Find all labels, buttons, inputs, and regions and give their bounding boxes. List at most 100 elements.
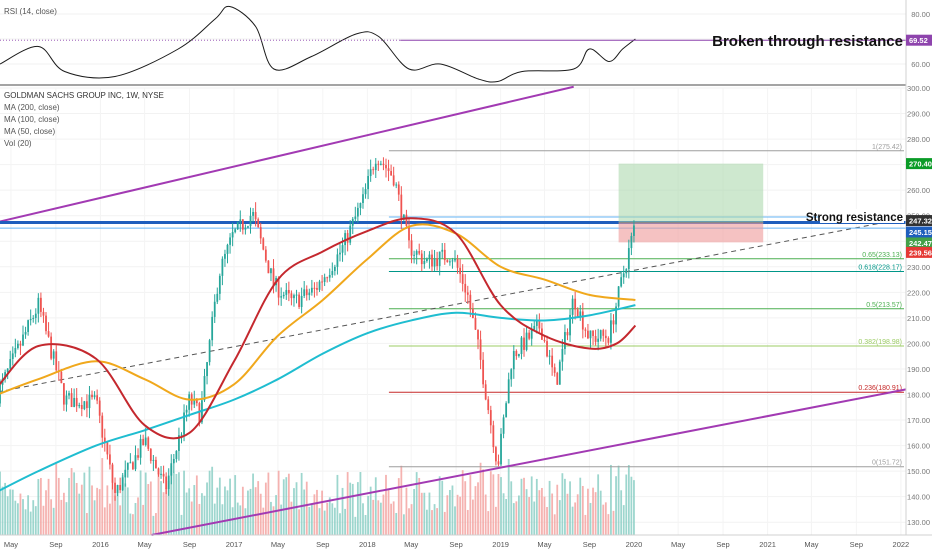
legend-volume[interactable]: Vol (20) — [4, 139, 32, 148]
candle-body — [612, 320, 615, 325]
volume-bar — [625, 474, 628, 535]
rsi-series — [0, 5, 906, 83]
candle-body — [37, 297, 40, 314]
volume-bar — [502, 493, 505, 535]
candle-body — [418, 251, 421, 254]
volume-bar — [413, 488, 416, 535]
candle-body — [587, 330, 589, 339]
candle-body — [456, 259, 459, 268]
candle-body — [449, 261, 451, 263]
candle-body — [420, 253, 423, 265]
volume-bar — [326, 502, 329, 535]
volume-bar — [188, 488, 191, 535]
volume-bar — [88, 466, 91, 535]
candle-body — [395, 184, 398, 186]
candle-body — [34, 313, 37, 318]
candle-body — [65, 395, 68, 405]
candle-body — [459, 267, 462, 275]
candle-body — [165, 476, 168, 490]
volume-bar — [282, 479, 285, 535]
volume-bar — [377, 500, 380, 535]
candle-body — [349, 225, 352, 243]
candle-body — [518, 354, 520, 357]
candle-body — [270, 268, 272, 274]
legend-ma50[interactable]: MA (50, close) — [4, 127, 55, 136]
candle-body — [477, 329, 479, 340]
candle-body — [584, 329, 587, 331]
time-tick-label: 2020 — [626, 540, 643, 549]
candle-body — [464, 283, 467, 293]
price-tick-label: 220.00 — [907, 288, 930, 297]
volume-bar — [397, 478, 400, 535]
volume-bar — [287, 473, 290, 535]
volume-bar — [275, 495, 277, 535]
volume-bar — [551, 493, 554, 535]
volume-bar — [443, 511, 446, 535]
candle-body — [70, 393, 73, 408]
candle-body — [535, 321, 538, 326]
volume-bar — [599, 490, 602, 535]
candle-body — [119, 485, 122, 491]
candle-body — [290, 293, 293, 299]
volume-bar — [96, 487, 99, 535]
volume-bar — [32, 500, 35, 535]
rsi-tag-label: 69.52 — [909, 36, 928, 45]
volume-bar — [328, 497, 331, 535]
volume-bar — [19, 493, 22, 535]
volume-bar — [392, 501, 395, 535]
candle-body — [241, 219, 244, 230]
candle-body — [599, 330, 602, 339]
volume-bar — [464, 481, 467, 535]
volume-bar — [495, 506, 497, 535]
candle-body — [341, 245, 344, 253]
candle-body — [607, 338, 610, 343]
volume-bar — [622, 505, 625, 535]
volume-bar — [6, 496, 9, 535]
candle-body — [257, 219, 260, 228]
volume-bar — [270, 501, 272, 535]
price-tag-label: 242.47 — [909, 239, 932, 248]
resistance-annotation: Strong resistance — [806, 209, 904, 224]
volume-bar — [195, 475, 198, 535]
candle-body — [622, 273, 625, 278]
volume-bar — [157, 473, 160, 535]
volume-bar — [29, 511, 32, 535]
volume-bar — [356, 482, 359, 535]
volume-bar — [206, 482, 208, 535]
candle-body — [323, 277, 326, 282]
candle-body — [73, 397, 76, 408]
time-tick-label: May — [671, 540, 685, 549]
legend-ma200[interactable]: MA (200, close) — [4, 103, 60, 112]
volume-bar — [510, 481, 513, 535]
dashed-trendline — [0, 217, 907, 392]
volume-bar — [308, 507, 311, 535]
candle-body — [512, 351, 515, 370]
candle-body — [152, 459, 155, 461]
volume-bar — [68, 477, 70, 535]
volume-bar — [252, 473, 254, 535]
legend-symbol[interactable]: GOLDMAN SACHS GROUP INC, 1W, NYSE — [4, 91, 164, 100]
candle-body — [305, 289, 308, 296]
candle-body — [318, 281, 321, 290]
volume-bar — [198, 503, 201, 535]
candle-body — [474, 318, 477, 330]
candle-body — [216, 293, 219, 302]
candle-body — [213, 301, 216, 317]
candle-body — [630, 235, 633, 249]
volume-bar — [40, 477, 42, 535]
price-tick-label: 180.00 — [907, 391, 930, 400]
candle-body — [170, 463, 173, 476]
volume-bar — [190, 501, 193, 535]
volume-bar — [137, 497, 139, 535]
candle-body — [19, 343, 22, 346]
candle-body — [239, 219, 242, 223]
candle-body — [313, 287, 316, 289]
volume-bar — [24, 509, 27, 535]
candle-body — [497, 461, 500, 465]
volume-bar — [566, 493, 569, 535]
candle-body — [551, 355, 554, 368]
volume-bar — [103, 507, 106, 535]
volume-bar — [241, 486, 244, 535]
legend-ma100[interactable]: MA (100, close) — [4, 115, 60, 124]
volume-bar — [60, 499, 63, 535]
